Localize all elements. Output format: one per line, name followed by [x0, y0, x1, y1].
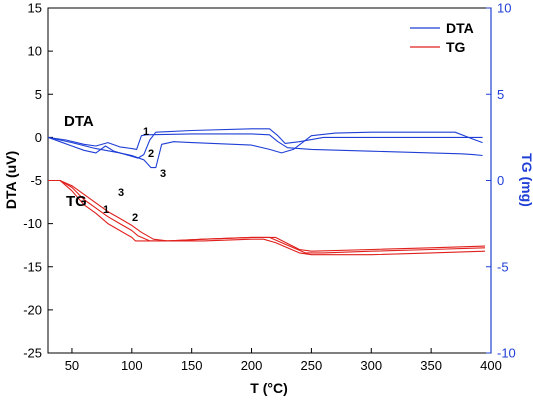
tg-curve-label: TG — [66, 193, 87, 210]
y-left-tick-label: 15 — [28, 1, 42, 16]
y-right-tick-label: -5 — [497, 259, 509, 274]
dta-series-run-3 — [47, 131, 483, 169]
tg-run-1-label: 1 — [103, 204, 109, 216]
y-left-tick-label: -25 — [23, 346, 42, 361]
y-right-tick-label: -10 — [497, 346, 516, 361]
y-right-axis: 10 5 0 -5 -10 — [486, 1, 516, 361]
dta-series-run-1 — [47, 133, 483, 157]
dta-run-2-label: 2 — [148, 148, 154, 160]
series-layer — [47, 128, 486, 256]
y-left-tick-label: -20 — [23, 302, 42, 317]
x-axis: 50 100 150 200 250 300 350 400 — [65, 348, 502, 373]
y-right-tick-label: 10 — [497, 1, 511, 16]
dta-series-run-2 — [47, 128, 483, 159]
x-tick-label: 100 — [121, 358, 143, 373]
y-right-tick-label: 5 — [497, 87, 504, 102]
x-tick-label: 400 — [480, 358, 502, 373]
y-left-axis-title: DTA (uV) — [3, 151, 19, 209]
y-left-tick-label: -15 — [23, 259, 42, 274]
dta-curve-label: DTA — [64, 113, 94, 130]
y-right-axis-title: TG (mg) — [519, 153, 533, 207]
x-tick-label: 300 — [360, 358, 382, 373]
y-left-tick-label: 5 — [35, 87, 42, 102]
tg-run-2-label: 2 — [132, 212, 138, 224]
legend: DTA TG — [410, 20, 474, 55]
y-left-tick-label: 0 — [35, 130, 42, 145]
plot-frame — [47, 7, 492, 354]
y-left-tick-label: -10 — [23, 216, 42, 231]
x-tick-label: 50 — [65, 358, 79, 373]
dta-run-1-label: 1 — [143, 126, 149, 138]
y-right-tick-label: 0 — [497, 173, 504, 188]
legend-dta-label: DTA — [446, 20, 474, 36]
dta-run-3-label: 3 — [160, 168, 166, 180]
x-axis-title: T (°C) — [250, 380, 287, 396]
tg-run-3-label: 3 — [118, 187, 124, 199]
tg-series-run-3 — [48, 179, 486, 256]
tg-series-run-2 — [48, 179, 486, 254]
x-tick-label: 150 — [181, 358, 203, 373]
x-tick-label: 350 — [420, 358, 442, 373]
x-tick-label: 250 — [301, 358, 323, 373]
y-left-tick-label: -5 — [30, 173, 42, 188]
x-tick-label: 200 — [241, 358, 263, 373]
y-left-tick-label: 10 — [28, 44, 42, 59]
y-left-axis: 15 10 5 0 -5 -10 -15 -20 -25 — [23, 1, 53, 361]
legend-tg-label: TG — [446, 39, 466, 55]
